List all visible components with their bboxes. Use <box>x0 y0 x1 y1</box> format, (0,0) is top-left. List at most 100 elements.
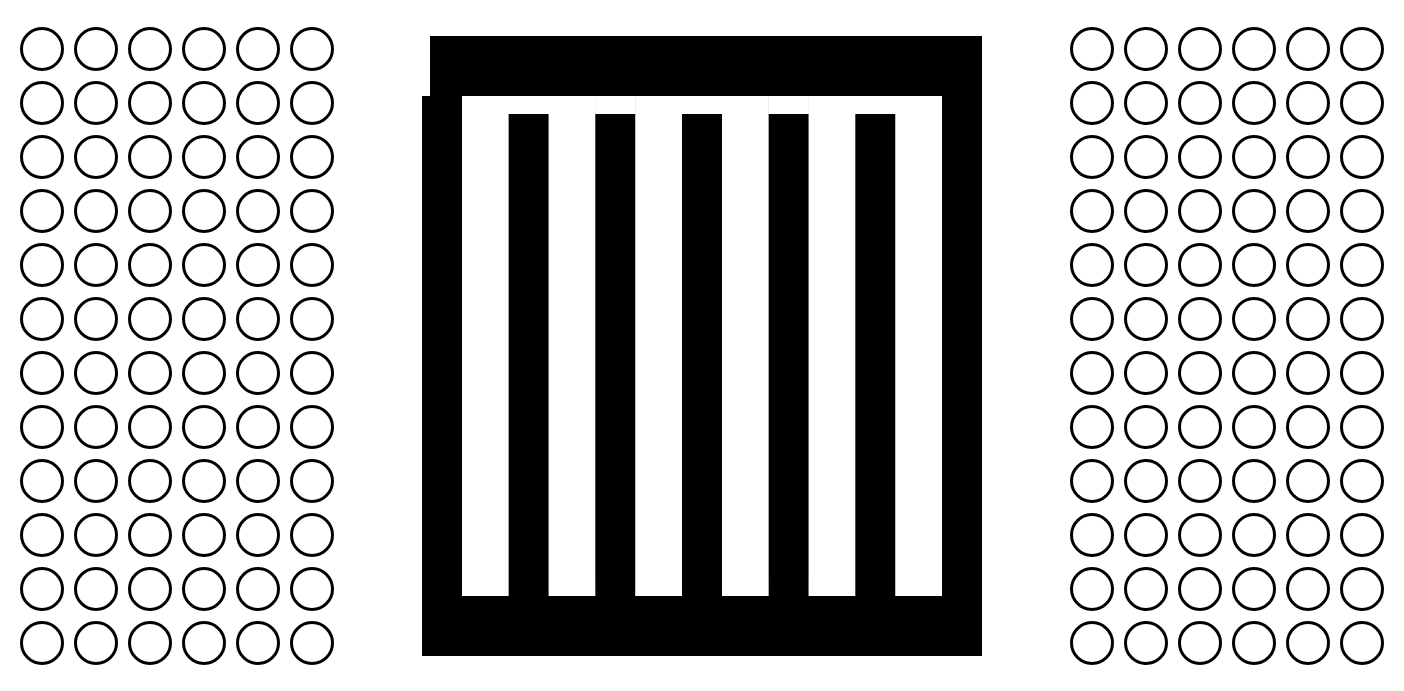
grid-dot <box>1124 297 1168 341</box>
grid-dot <box>128 243 172 287</box>
grid-dot <box>74 567 118 611</box>
grid-dot <box>1232 405 1276 449</box>
grid-dot <box>20 567 64 611</box>
grid-dot <box>1124 135 1168 179</box>
grid-dot <box>1286 405 1330 449</box>
side-finger-right <box>942 96 982 596</box>
grid-dot <box>1340 27 1384 71</box>
grid-dot <box>1178 405 1222 449</box>
grid-dot <box>128 135 172 179</box>
grid-dot <box>128 351 172 395</box>
grid-dot <box>74 27 118 71</box>
grid-dot <box>74 405 118 449</box>
grid-dot <box>236 189 280 233</box>
grid-dot <box>74 351 118 395</box>
grid-dot <box>1070 243 1114 287</box>
grid-dot <box>128 405 172 449</box>
grid-dot <box>1124 81 1168 125</box>
grid-dot <box>1070 405 1114 449</box>
grid-dot <box>1070 513 1114 557</box>
grid-dot <box>1340 513 1384 557</box>
grid-dot <box>74 81 118 125</box>
grid-dot <box>290 567 334 611</box>
grid-dot <box>1340 405 1384 449</box>
grid-dot <box>128 27 172 71</box>
grid-dot <box>1232 459 1276 503</box>
grid-dot <box>20 189 64 233</box>
grid-dot <box>1070 567 1114 611</box>
grid-dot <box>1124 189 1168 233</box>
grid-dot <box>1070 27 1114 71</box>
slot-clear <box>549 96 596 596</box>
grid-dot <box>1286 567 1330 611</box>
grid-dot <box>1340 351 1384 395</box>
grid-dot <box>1178 621 1222 665</box>
grid-dot <box>290 405 334 449</box>
grid-dot <box>290 621 334 665</box>
grid-dot <box>236 405 280 449</box>
grid-dot <box>236 135 280 179</box>
grid-dot <box>128 81 172 125</box>
grid-dot <box>20 297 64 341</box>
grid-dot <box>1232 135 1276 179</box>
grid-dot <box>182 621 226 665</box>
grid-dot <box>1070 81 1114 125</box>
grid-dot <box>1232 27 1276 71</box>
grid-dot <box>182 405 226 449</box>
grid-dot <box>20 621 64 665</box>
grid-dot <box>1070 189 1114 233</box>
grid-dot <box>1178 189 1222 233</box>
grid-dot <box>1124 567 1168 611</box>
grid-dot <box>1178 81 1222 125</box>
grid-dot <box>236 567 280 611</box>
grid-dot <box>1124 513 1168 557</box>
diagram-container <box>0 0 1404 691</box>
grid-dot <box>1232 189 1276 233</box>
slot-clear <box>809 96 856 596</box>
grid-dot <box>1340 135 1384 179</box>
grid-dot <box>182 567 226 611</box>
comb-svg <box>422 36 982 656</box>
grid-dot <box>182 351 226 395</box>
grid-dot <box>74 621 118 665</box>
grid-dot <box>1232 513 1276 557</box>
grid-dot <box>182 81 226 125</box>
grid-dot <box>1232 243 1276 287</box>
slot-clear <box>722 96 769 596</box>
grid-dot <box>1124 27 1168 71</box>
inner-finger-up <box>595 114 635 596</box>
grid-dot <box>182 243 226 287</box>
bottom-bar <box>422 596 982 656</box>
grid-dot <box>74 513 118 557</box>
interdigitated-comb <box>422 36 982 656</box>
grid-dot <box>1178 567 1222 611</box>
grid-dot <box>74 243 118 287</box>
grid-dot <box>1286 27 1330 71</box>
slot-clear <box>635 96 682 596</box>
grid-dot <box>1286 297 1330 341</box>
grid-dot <box>1286 135 1330 179</box>
grid-dot <box>1340 243 1384 287</box>
slot-clear <box>462 96 509 596</box>
grid-dot <box>1124 459 1168 503</box>
grid-dot <box>1340 189 1384 233</box>
grid-dot <box>74 297 118 341</box>
grid-dot <box>20 135 64 179</box>
grid-dot <box>1178 27 1222 71</box>
grid-dot <box>290 27 334 71</box>
grid-dot <box>1070 621 1114 665</box>
grid-dot <box>182 513 226 557</box>
grid-dot <box>1340 81 1384 125</box>
grid-dot <box>182 27 226 71</box>
grid-dot <box>236 621 280 665</box>
grid-dot <box>1070 135 1114 179</box>
grid-dot <box>1232 351 1276 395</box>
grid-dot <box>290 243 334 287</box>
grid-dot <box>1232 297 1276 341</box>
grid-dot <box>20 27 64 71</box>
grid-dot <box>1070 297 1114 341</box>
grid-dot <box>20 513 64 557</box>
grid-dot <box>20 459 64 503</box>
grid-dot <box>74 459 118 503</box>
grid-dot <box>1124 351 1168 395</box>
